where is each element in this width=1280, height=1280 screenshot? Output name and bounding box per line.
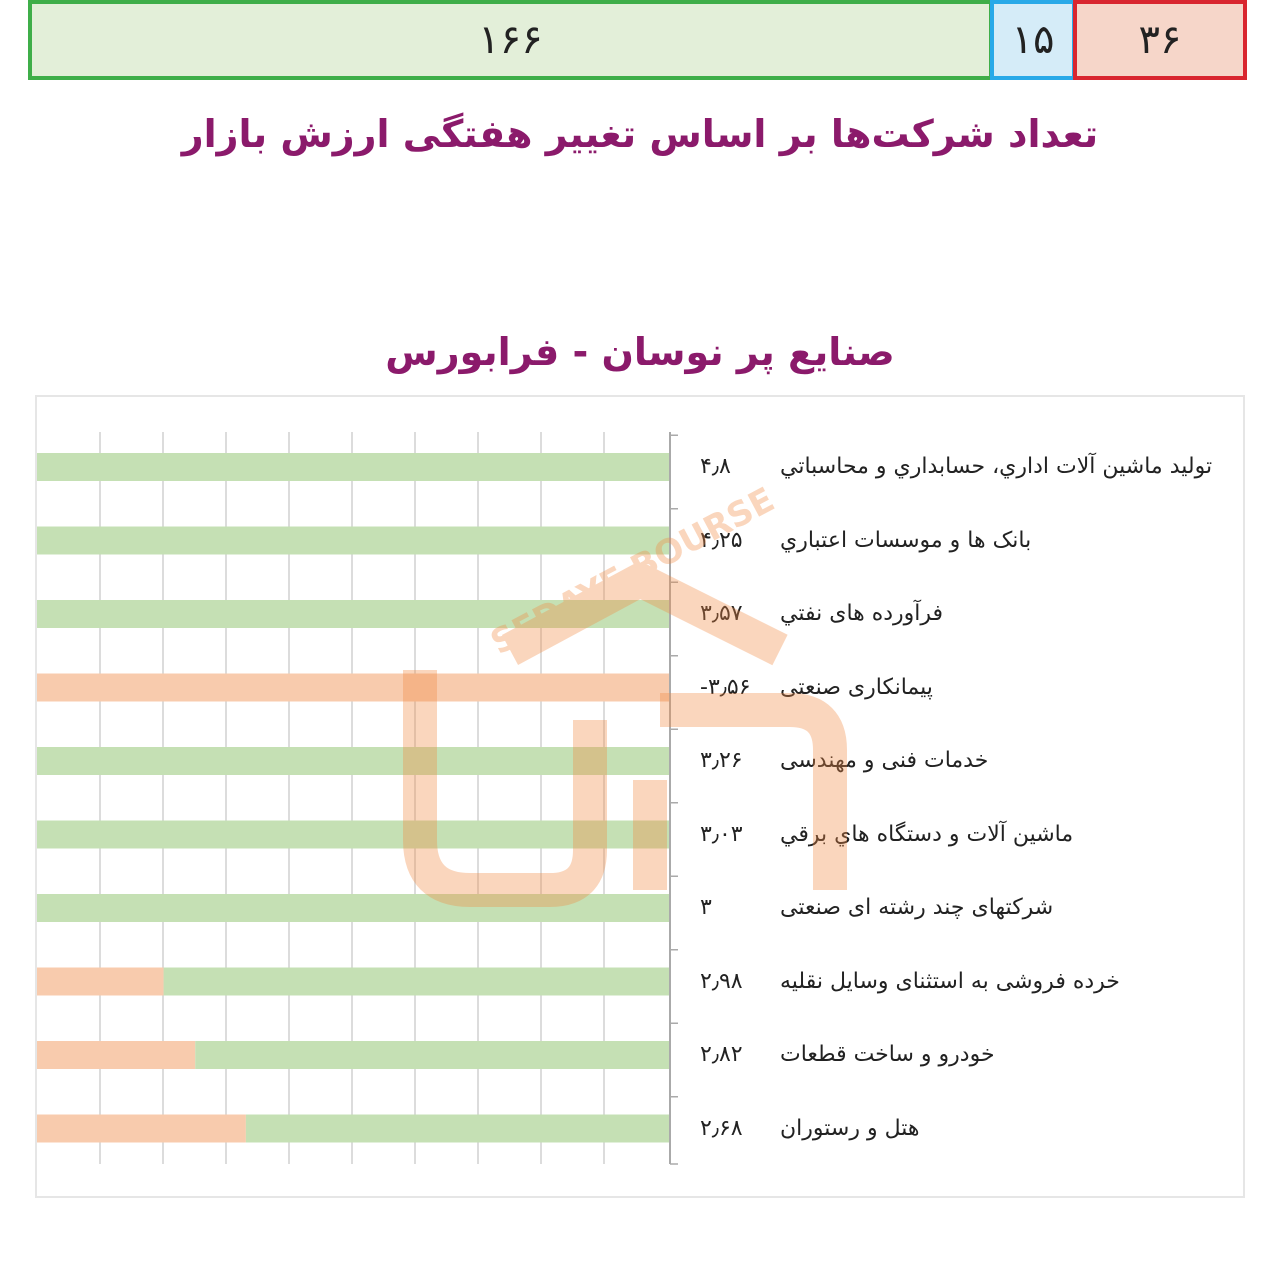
bar-negative-part bbox=[37, 967, 164, 996]
chart-sub-title: صنایع پر نوسان - فرابورس bbox=[385, 330, 895, 374]
bar-value-label: ۳ bbox=[700, 895, 712, 920]
bar-negative-part bbox=[37, 1114, 246, 1143]
bar-value-label: ۲٫۶۸ bbox=[700, 1115, 743, 1141]
bar-negative-part bbox=[37, 673, 670, 702]
category-label: شرکتهای چند رشته ای صنعتی bbox=[780, 895, 1054, 920]
industry-chart-frame: ۴٫۸ تولید ماشین آلات اداري، حسابداري و مح… bbox=[35, 395, 1245, 1198]
bar-positive-part bbox=[163, 967, 670, 996]
bar-positive-part bbox=[245, 1114, 670, 1143]
bar-positive-part bbox=[37, 600, 670, 628]
category-label: هتل و رستوران bbox=[780, 1115, 920, 1141]
bar-value-label: ۳٫۵۷ bbox=[700, 601, 743, 626]
bar-value-label: -۳٫۵۶ bbox=[700, 674, 751, 700]
bar-positive-part bbox=[37, 894, 670, 922]
category-label: ماشین آلات و دستگاه هاي برقي bbox=[780, 821, 1074, 847]
category-label: بانک ها و موسسات اعتباري bbox=[780, 527, 1032, 553]
bar-positive-part bbox=[37, 453, 670, 481]
summary-increase-count: ۱۶۶ bbox=[28, 0, 993, 80]
bar-positive-part bbox=[37, 747, 670, 775]
bar-positive-part bbox=[37, 820, 670, 849]
chart-main-title: تعداد شرکت‌ها بر اساس تغییر هفتگی ارزش ب… bbox=[181, 112, 1099, 156]
bar-value-label: ۳٫۲۶ bbox=[700, 748, 743, 773]
bar-value-label: ۳٫۰۳ bbox=[700, 821, 743, 847]
industry-bar-chart bbox=[37, 432, 678, 1165]
category-label: پیمانکاری صنعتی bbox=[780, 674, 933, 700]
bar-positive-part bbox=[37, 526, 670, 555]
category-label: خرده فروشی به استثنای وسایل نقلیه bbox=[780, 968, 1120, 994]
category-label: خدمات فنی و مهندسی bbox=[780, 748, 989, 773]
bar-positive-part bbox=[195, 1041, 670, 1069]
summary-unchanged-count: ۱۵ bbox=[990, 0, 1076, 80]
bar-value-label: ۲٫۹۸ bbox=[700, 968, 743, 994]
category-label: تولید ماشین آلات اداري، حسابداري و محاسب… bbox=[780, 454, 1213, 479]
bar-value-label: ۲٫۸۲ bbox=[700, 1042, 743, 1067]
category-label: فرآورده های نفتي bbox=[780, 601, 944, 626]
summary-decrease-count: ۳۶ bbox=[1073, 0, 1247, 80]
bar-value-label: ۴٫۸ bbox=[700, 454, 731, 479]
category-label: خودرو و ساخت قطعات bbox=[780, 1042, 995, 1067]
bar-value-label: ۴٫۲۵ bbox=[700, 527, 743, 553]
bar-negative-part bbox=[37, 1041, 196, 1069]
